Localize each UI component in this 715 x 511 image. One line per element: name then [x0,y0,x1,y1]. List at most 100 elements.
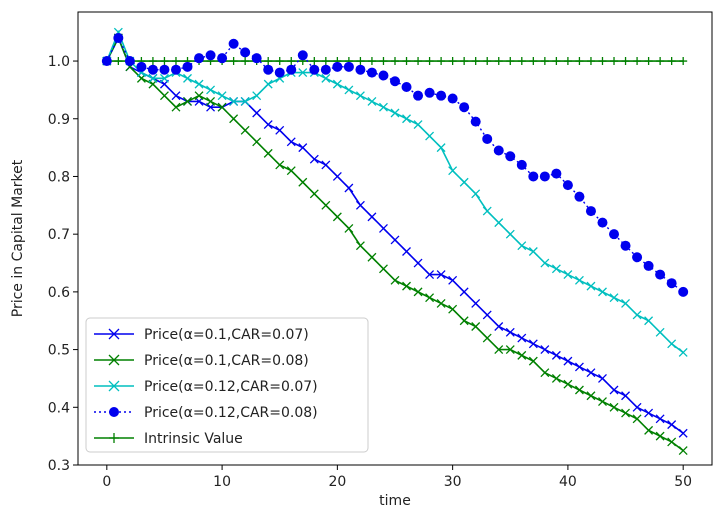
data-point [228,38,239,49]
x-tick-label: 50 [674,474,692,490]
data-point [355,91,365,101]
y-tick-label: 1.0 [48,54,70,70]
data-point [460,57,469,66]
data-point [402,247,411,256]
data-point [390,235,400,245]
data-point [390,108,400,118]
data-point [367,252,377,262]
data-point [252,91,262,101]
data-point [633,57,642,66]
data-point [609,229,620,240]
data-point [287,57,296,66]
data-point [505,345,515,355]
data-point [390,275,400,285]
data-point [297,50,308,61]
data-point [425,57,434,66]
data-point [437,57,446,66]
data-point [436,298,446,308]
data-point [402,57,411,66]
y-axis-label: Price in Capital Market [10,159,26,317]
legend-marker [109,433,119,443]
data-point [598,57,607,66]
data-point [170,64,181,75]
data-point [159,64,170,75]
data-point [401,82,412,93]
data-point [678,286,689,297]
data-point [621,408,631,418]
data-point [643,260,654,271]
data-point [321,57,330,66]
data-point [448,57,457,66]
data-point [678,348,688,357]
data-point [609,293,619,303]
data-point [148,73,158,83]
data-point [563,57,572,66]
data-point [298,177,308,187]
data-point [517,57,526,66]
x-axis-label: time [379,493,411,509]
data-point [124,56,135,67]
data-point [471,57,480,66]
data-point [482,333,492,343]
data-point [494,57,503,66]
data-point [251,53,262,64]
data-point [621,391,631,401]
data-point [275,57,284,66]
data-point [644,425,654,435]
data-point [425,293,435,303]
data-point [459,102,470,113]
data-point [367,96,377,106]
data-point [274,67,285,78]
data-point [620,240,631,251]
data-point [621,298,631,308]
x-tick-label: 20 [328,474,346,490]
data-point [574,191,585,202]
data-point [552,57,561,66]
data-point [586,281,596,291]
legend-marker [109,407,119,417]
data-point [586,57,595,66]
data-point [551,168,562,179]
data-point [598,373,607,383]
data-point [655,414,665,424]
data-point [470,116,481,127]
legend-label: Intrinsic Value [144,431,243,447]
data-point [114,57,123,66]
data-point [459,177,469,187]
x-tick-label: 30 [444,474,462,490]
x-tick-label: 10 [213,474,231,490]
data-point [113,32,124,43]
data-point [424,87,435,98]
data-point [448,275,458,285]
legend-marker [108,380,120,392]
data-point [379,223,388,233]
data-point [206,85,216,95]
data-point [194,53,205,64]
data-point [309,64,320,75]
data-point [585,206,596,217]
data-point [494,322,504,331]
y-tick-label: 0.4 [48,400,70,416]
data-point [286,137,296,147]
legend-marker [108,328,120,340]
data-point [483,57,492,66]
data-point [379,102,388,112]
data-point [286,166,296,176]
data-point [159,73,169,83]
data-point [551,264,561,274]
series-2 [102,27,688,357]
series-1 [102,33,688,456]
data-point [667,339,677,349]
data-point [632,310,642,320]
data-point [344,85,354,95]
data-point [667,420,677,430]
data-point [586,391,596,401]
data-point [425,131,435,141]
data-point [356,57,365,66]
data-point [644,57,653,66]
data-point [194,79,204,89]
data-point [610,57,619,66]
legend-item: Price(α=0.12,CAR=0.08) [94,405,318,421]
plot-area [101,27,689,456]
data-point [539,171,550,182]
